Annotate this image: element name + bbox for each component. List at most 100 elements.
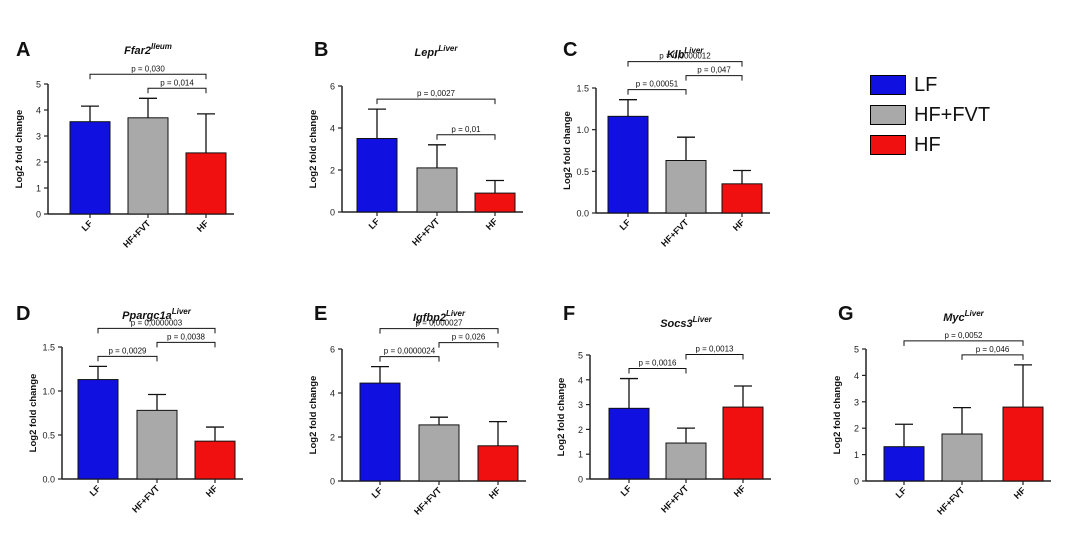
panel-c: C KlbLiver 0.0 0.5 1.0 1.5 Log2 fold change LF H… [562, 39, 770, 249]
y-tick-label: 4 [578, 375, 583, 385]
x-tick-label-hf-fvt: HF+FVT [659, 483, 691, 515]
panel-letter: A [16, 39, 30, 61]
x-tick-label-hf-fvt: HF+FVT [121, 218, 153, 250]
bar-hf [722, 406, 764, 480]
p-value-label: p = 0,01 [451, 125, 481, 134]
y-tick-label: 1.5 [576, 84, 589, 94]
y-axis-label: Log2 fold change [556, 378, 567, 457]
chart-title: LeprLiver [415, 44, 459, 59]
y-tick-label: 0 [330, 208, 335, 218]
y-tick-label: 1 [578, 450, 583, 460]
chart-title-tissue: Liver [438, 44, 458, 53]
y-tick-label: 6 [330, 82, 335, 92]
p-value-label: p = 0,030 [131, 64, 165, 73]
significance-bracket [961, 354, 1024, 360]
panel-letter: F [563, 303, 575, 325]
bar-lf [883, 446, 925, 482]
y-axis-label: Log2 fold change [14, 110, 25, 189]
bar-lf [77, 379, 119, 480]
y-axis-label: Log2 fold change [308, 376, 319, 455]
y-tick-label: 3 [854, 397, 859, 407]
p-value-label: p = 0,0000003 [131, 318, 183, 327]
panel-b: B LeprLiver 0 2 4 6 Log2 fold change LF HF+FVT HF… [308, 39, 523, 248]
significance-bracket [147, 87, 207, 94]
x-tick-label-hf-fvt: HF+FVT [412, 485, 444, 517]
chart-title-tissue: Liver [172, 307, 192, 316]
significance-bracket [97, 355, 158, 362]
x-tick-label-hf: HF [204, 483, 220, 499]
p-value-label: p = 0,0029 [108, 346, 147, 355]
x-tick-label-hf-fvt: HF+FVT [410, 216, 442, 248]
x-tick-label-lf: LF [894, 485, 909, 500]
bar-lf [608, 407, 650, 480]
panel-e: E Igfbp2Liver 0 2 4 6 Log2 fold change LF HF+FVT… [308, 303, 526, 517]
chart-title-gene: Ffar2 [124, 45, 151, 57]
legend-label-lf: LF [914, 73, 938, 96]
chart-title-tissue: Liver [965, 309, 985, 318]
chart-title: Socs3Liver [660, 315, 712, 330]
chart-title-gene: Igfbp2 [413, 312, 446, 324]
significance-bracket [685, 75, 743, 81]
x-tick-label-hf: HF [195, 218, 211, 234]
chart-title: Ppargc1aLiver [122, 307, 192, 322]
y-axis-label: Log2 fold change [308, 110, 319, 189]
chart-title: Ffar2Ileum [124, 42, 172, 57]
p-value-label: p = 0,046 [976, 345, 1010, 354]
y-tick-label: 4 [36, 106, 41, 116]
p-value-label: p = 0,0000024 [384, 347, 436, 356]
chart-title: MycLiver [943, 309, 984, 324]
significance-bracket [685, 354, 744, 360]
x-tick-label-hf: HF [1012, 485, 1028, 501]
p-value-label: p = 0,000027 [416, 319, 463, 328]
legend-item-hf-fvt: HF+FVT [870, 100, 990, 130]
legend-swatch-hf-fvt [870, 105, 906, 125]
y-tick-label: 5 [854, 345, 859, 355]
y-tick-label: 0 [330, 477, 335, 487]
chart-title-gene: Myc [943, 312, 964, 324]
significance-bracket [438, 342, 499, 348]
chart-title: KlbLiver [667, 46, 705, 61]
x-tick-label-hf: HF [731, 217, 747, 233]
p-value-label: p = 0,0038 [167, 332, 206, 341]
significance-bracket [379, 328, 499, 334]
bar-hf-fvt [665, 442, 707, 480]
x-tick-label-hf-fvt: HF+FVT [659, 217, 691, 249]
chart-title-tissue: Liver [693, 315, 713, 324]
x-tick-label-hf: HF [732, 483, 748, 499]
p-value-label: p = 0,0000012 [659, 52, 711, 61]
y-tick-label: 5 [36, 80, 41, 90]
y-tick-label: 5 [578, 351, 583, 361]
significance-bracket [436, 134, 496, 140]
chart-title-gene: Socs3 [660, 318, 692, 330]
chart-title-gene: Klb [667, 49, 685, 61]
significance-bracket [379, 356, 440, 362]
x-tick-label-lf: LF [367, 216, 382, 231]
panel-letter: E [314, 303, 327, 325]
panel-f: F Socs3Liver 0 1 2 3 4 5 Log2 fold change LF HF+FV… [556, 303, 771, 515]
significance-bracket [376, 98, 496, 105]
y-tick-label: 2 [854, 424, 859, 434]
legend: LF HF+FVT HF [870, 70, 990, 160]
y-tick-label: 3 [578, 400, 583, 410]
chart-title-gene: Lepr [415, 47, 440, 59]
p-value-label: p = 0,014 [160, 78, 194, 87]
x-tick-label-lf: LF [619, 483, 634, 498]
x-tick-label-hf: HF [487, 485, 503, 501]
bar-lf [69, 121, 111, 215]
p-value-label: p = 0,047 [697, 66, 731, 75]
significance-bracket [89, 73, 207, 80]
x-tick-label-lf: LF [88, 483, 103, 498]
y-axis-label: Log2 fold change [562, 111, 573, 190]
legend-label-hf-fvt: HF+FVT [914, 103, 991, 126]
y-tick-label: 4 [854, 371, 859, 381]
y-tick-label: 2 [36, 158, 41, 168]
bar-hf-fvt [665, 160, 707, 214]
p-value-label: p = 0,00051 [636, 80, 679, 89]
significance-bracket [627, 61, 743, 67]
p-value-label: p = 0,0016 [638, 359, 677, 368]
chart-title-tissue: Liver [684, 46, 704, 55]
x-tick-label-lf: LF [80, 218, 95, 233]
y-tick-label: 4 [330, 389, 335, 399]
bar-hf [185, 152, 227, 215]
y-tick-label: 1 [36, 184, 41, 194]
